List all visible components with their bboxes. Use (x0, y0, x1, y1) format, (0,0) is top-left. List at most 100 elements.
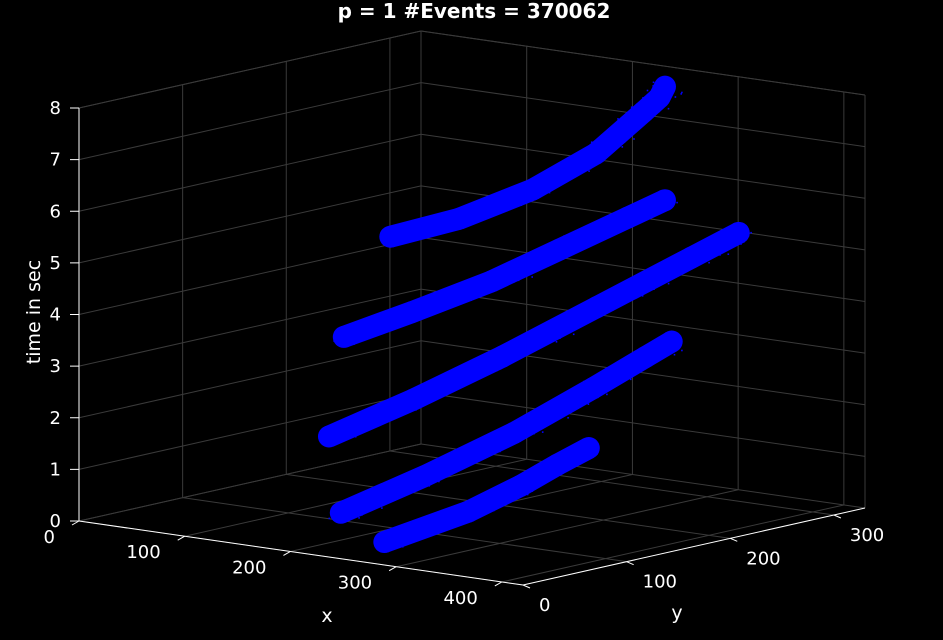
event-point (370, 501, 372, 504)
event-point (568, 326, 570, 329)
event-point (618, 297, 621, 299)
event-point (539, 259, 542, 261)
event-point (678, 261, 681, 264)
event-point (576, 164, 578, 166)
event-point (632, 277, 635, 279)
event-point (647, 275, 649, 278)
event-point (681, 349, 683, 352)
event-point (628, 130, 631, 132)
event-point (553, 180, 555, 183)
event-point (509, 192, 512, 195)
event-point (672, 270, 675, 273)
event-point (540, 255, 542, 257)
event-point (387, 417, 390, 419)
event-point (659, 348, 661, 350)
event-point (394, 318, 396, 320)
event-point (458, 373, 460, 376)
event-point (381, 326, 383, 329)
event-point (706, 252, 708, 254)
event-point (568, 316, 570, 318)
event-point (615, 382, 617, 385)
event-point (501, 446, 504, 449)
event-point (465, 452, 468, 455)
event-point (375, 324, 378, 326)
event-point (491, 203, 493, 206)
event-point (582, 318, 585, 320)
event-point (366, 498, 369, 500)
event-point (530, 265, 532, 268)
event-point (591, 163, 593, 166)
event-point (363, 421, 366, 423)
event-point (518, 352, 520, 354)
event-point (399, 539, 402, 541)
event-point (617, 290, 619, 293)
event-point (436, 395, 439, 398)
event-point (411, 485, 414, 488)
event-point (472, 216, 474, 219)
event-point (514, 352, 517, 354)
event-point (600, 238, 602, 240)
event-point (441, 392, 443, 394)
event-point (505, 193, 507, 196)
event-point (667, 275, 670, 278)
event-point (638, 277, 640, 280)
event-point (624, 301, 626, 303)
event-point (441, 302, 443, 304)
event-point (394, 322, 396, 324)
event-point (614, 301, 617, 303)
event-point (633, 363, 635, 366)
event-point (524, 426, 527, 428)
event-point (573, 401, 575, 403)
event-point (427, 398, 429, 400)
event-point (445, 299, 447, 302)
event-point (629, 123, 631, 126)
event-point (472, 283, 475, 286)
event-point (730, 244, 733, 247)
event-point (367, 500, 370, 502)
event-point (436, 223, 439, 226)
event-point (406, 479, 409, 481)
event-point (428, 530, 430, 532)
event-point (441, 221, 444, 224)
event-point (468, 205, 470, 207)
event-point (499, 450, 501, 453)
event-point (584, 161, 587, 164)
event-point (452, 384, 454, 386)
event-point (469, 446, 472, 448)
event-point (476, 448, 478, 450)
event-point (474, 457, 476, 459)
event-point (482, 448, 484, 450)
event-point (374, 419, 377, 421)
event-point (436, 377, 439, 379)
event-point (618, 226, 620, 228)
event-point (570, 159, 572, 162)
event-point (502, 278, 505, 281)
event-point (476, 292, 478, 295)
event-point (599, 236, 602, 238)
event-point (591, 236, 593, 238)
event-point (434, 381, 436, 383)
event-point (517, 198, 519, 200)
event-point (618, 141, 621, 143)
event-point (429, 304, 431, 307)
event-point (552, 407, 555, 410)
event-point (534, 339, 536, 342)
event-point (594, 238, 596, 241)
event-point (576, 246, 579, 248)
event-point (493, 365, 495, 368)
event-point (654, 284, 657, 286)
event-point (487, 361, 489, 364)
event-point (597, 234, 599, 237)
event-point (446, 297, 448, 299)
event-point (636, 207, 639, 209)
event-point (740, 243, 742, 245)
event-point (540, 331, 543, 333)
event-point (376, 496, 378, 499)
event-point (650, 208, 652, 210)
event-point (363, 417, 366, 420)
event-point (608, 233, 610, 236)
event-point (607, 374, 609, 377)
event-point (541, 340, 544, 342)
event-point (389, 499, 392, 501)
event-point (521, 349, 523, 352)
